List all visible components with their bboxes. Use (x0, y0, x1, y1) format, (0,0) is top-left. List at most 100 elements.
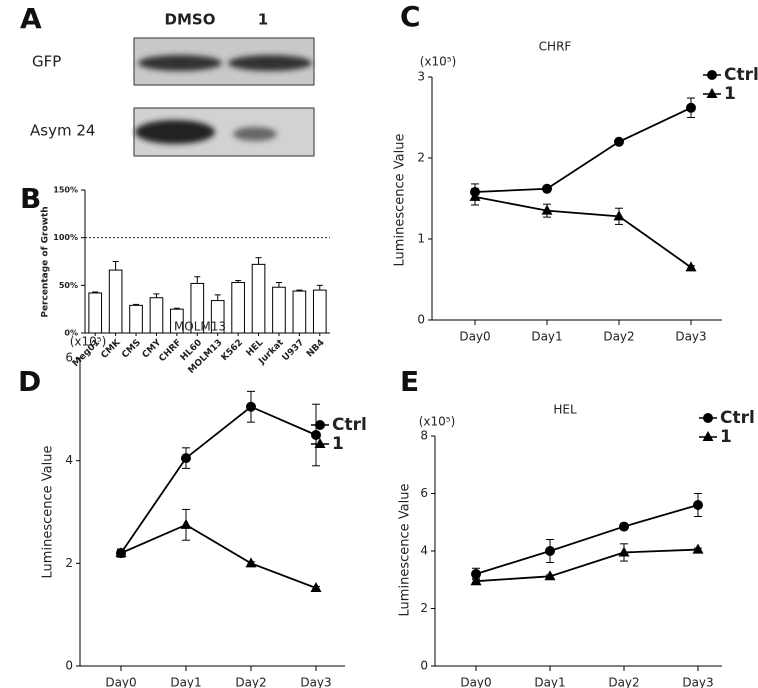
lane-label: DMSO (165, 11, 216, 29)
chart-title: CHRF (539, 40, 572, 54)
point (693, 500, 703, 510)
legend-label: Ctrl (332, 415, 367, 435)
bar (88, 292, 103, 334)
point (115, 547, 127, 558)
bar (312, 289, 327, 334)
bar (231, 281, 245, 334)
point (469, 190, 481, 201)
series-line (474, 106, 692, 193)
series-line (120, 523, 317, 589)
legend-label: 1 (720, 427, 732, 447)
series-line (120, 405, 317, 554)
chart-title: HEL (553, 403, 577, 417)
x-tick-label: Day3 (675, 330, 706, 344)
series-line (475, 548, 699, 583)
unit-label: (x10⁵) (70, 335, 107, 349)
legend-label: 1 (332, 434, 344, 454)
point (542, 183, 552, 194)
y-axis-label: Luminescence Value (41, 446, 56, 579)
point (544, 570, 556, 581)
point (310, 581, 322, 592)
point (614, 136, 624, 147)
x-tick-label: NB4 (305, 338, 327, 360)
point (180, 518, 192, 529)
y-tick-label: 150% (53, 186, 78, 195)
x-tick-label: CHRF (157, 338, 183, 364)
x-tick-label: Day2 (603, 330, 634, 344)
x-tick-label: Day2 (235, 676, 266, 688)
legend-marker (706, 88, 718, 98)
band (228, 55, 312, 71)
row-label: Asym 24 (30, 122, 95, 140)
y-tick-label: 4 (420, 544, 428, 558)
band (233, 127, 277, 141)
y-axis-label: Luminescence Value (398, 484, 413, 617)
point (686, 102, 696, 113)
unit-label: (x10⁵) (419, 415, 456, 429)
y-axis-label: Luminescence Value (393, 134, 408, 267)
y-tick-label: 8 (420, 429, 428, 443)
point (471, 569, 481, 579)
bar (149, 297, 164, 334)
y-axis-label: Percentage of Growth (41, 206, 51, 317)
point (545, 546, 555, 556)
x-tick-label: Day1 (534, 676, 565, 688)
point (311, 430, 321, 440)
bar (108, 269, 123, 334)
legend-label: Ctrl (720, 408, 755, 428)
unit-label: (x10⁵) (420, 55, 457, 69)
point (692, 543, 704, 554)
point (618, 546, 630, 557)
bar (251, 263, 266, 334)
y-tick-label: 50% (59, 281, 78, 290)
y-tick-label: 100% (53, 233, 78, 242)
legend-marker (702, 431, 714, 441)
blot-panel: A DMSO 1 GFP Asym 24 (20, 2, 315, 157)
band (138, 55, 222, 71)
panel-label: E (400, 365, 419, 398)
y-tick-label: 2 (65, 556, 73, 570)
legend-label: 1 (724, 84, 736, 104)
x-tick-label: Day0 (460, 676, 491, 688)
x-tick-label: Day1 (531, 330, 562, 344)
legend-label: Ctrl (724, 65, 758, 85)
y-tick-label: 6 (420, 486, 428, 500)
x-tick-label: Day3 (682, 676, 713, 688)
x-tick-label: U937 (281, 338, 307, 364)
legend-marker (314, 438, 326, 448)
x-tick-label: CMS (120, 338, 143, 361)
x-tick-label: Day2 (608, 676, 639, 688)
x-tick-label: Day1 (170, 676, 201, 688)
panel-label: A (20, 2, 42, 35)
y-tick-label: 0 (417, 313, 425, 327)
x-tick-label: Day0 (105, 676, 136, 688)
point (685, 261, 697, 272)
panel-label: D (18, 365, 41, 398)
y-tick-label: 3 (417, 70, 425, 84)
point (181, 453, 191, 464)
x-tick-label: K562 (220, 338, 245, 363)
point (245, 557, 257, 568)
point (613, 210, 625, 221)
y-tick-label: 2 (420, 601, 428, 615)
y-tick-label: 0 (420, 659, 428, 673)
y-tick-label: 4 (65, 453, 73, 467)
series-line (474, 195, 692, 269)
chart-title: MOLM13 (174, 320, 226, 334)
lane-label: 1 (258, 11, 268, 29)
point (541, 204, 553, 215)
point (470, 575, 482, 586)
bar (129, 304, 143, 334)
y-tick-label: 2 (417, 151, 425, 165)
series-line (475, 504, 699, 575)
bar (292, 290, 307, 334)
point (246, 401, 256, 412)
row-label: GFP (32, 53, 61, 71)
x-tick-label: Day0 (459, 330, 490, 344)
bar (272, 286, 286, 334)
x-tick-label: Day3 (300, 676, 331, 688)
y-tick-label: 0 (65, 659, 73, 673)
point (619, 521, 629, 532)
panel-label: B (20, 182, 41, 215)
